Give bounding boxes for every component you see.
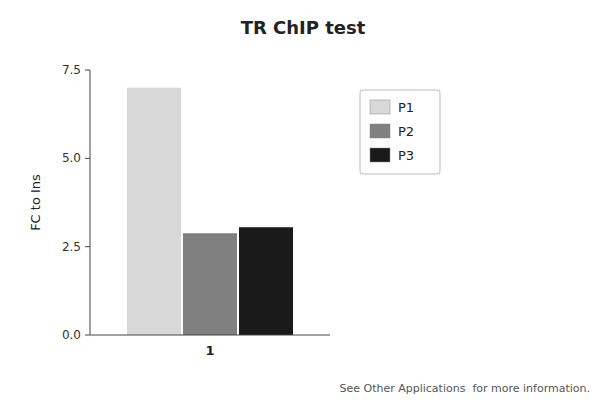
- y-axis: 0.0 2.5 5.0 7.5: [62, 63, 90, 342]
- tick-label: 5.0: [62, 151, 81, 165]
- tick-mark: [85, 335, 90, 336]
- tick-label: 7.5: [62, 63, 81, 77]
- tick-mark: [85, 246, 90, 247]
- legend-swatch: [370, 148, 390, 162]
- axis-line: [90, 70, 91, 335]
- axis-label: FC to Ins: [28, 174, 43, 231]
- legend-label: P3: [398, 148, 414, 163]
- legend-swatch: [370, 124, 390, 138]
- title: TR ChIP test: [241, 17, 366, 38]
- bars: [127, 88, 293, 335]
- chart: TR ChIP test 0.0 2.5 5.0 7.5 FC to Ins 1 P1 P2 P3…: [0, 0, 606, 404]
- background: [0, 0, 606, 404]
- legend: P1 P2 P3: [360, 90, 440, 174]
- tick-label: 2.5: [62, 240, 81, 254]
- bar: [239, 227, 293, 335]
- footnote: See Other Applications for more informat…: [339, 382, 590, 395]
- tick-label: 1: [205, 343, 214, 358]
- bar: [127, 88, 181, 335]
- legend-label: P1: [398, 100, 414, 115]
- axis-line: [90, 335, 330, 336]
- tick-mark: [85, 70, 90, 71]
- tick-mark: [85, 158, 90, 159]
- tick-label: 0.0: [62, 328, 81, 342]
- legend-swatch: [370, 100, 390, 114]
- legend-label: P2: [398, 124, 414, 139]
- legend-frame: [360, 90, 440, 174]
- bar: [183, 233, 237, 335]
